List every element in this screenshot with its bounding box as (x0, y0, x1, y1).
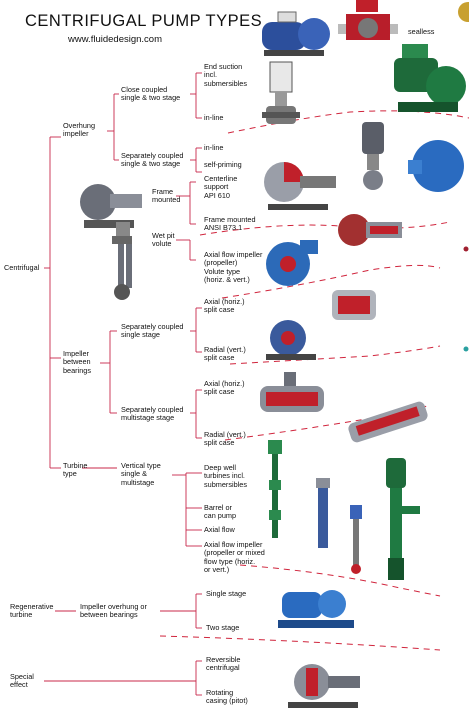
centerline-cutaway-pump-image (264, 162, 336, 210)
label-separately-coupled: Separately coupled single & two stage (121, 151, 184, 169)
label-frame-mounted: Frame mounted (152, 187, 181, 205)
label-turbine-type: Turbine type (63, 461, 88, 479)
blue-self-priming-pump-image (408, 140, 464, 192)
label-radial-split-1: Radial (vert.) split case (204, 345, 246, 363)
pitot-rotating-casing-pump-image (288, 664, 360, 708)
label-end-suction: End suction incl. submersibles (204, 62, 247, 88)
wet-pit-volute-pump-image (112, 222, 132, 300)
barrel-can-pump-image (316, 478, 330, 548)
green-sealless-pump-image (394, 44, 466, 112)
page-title: CENTRIFUGAL PUMP TYPES (25, 12, 263, 30)
label-special-effect: Special effect (10, 672, 34, 690)
ansi-cutaway-pump-image (338, 214, 402, 246)
label-close-coupled: Close coupled single & two stage (121, 85, 181, 103)
label-inline-separate: in-line (204, 143, 224, 152)
multistage-radial-split-pump-image (348, 401, 428, 443)
label-regenerative: Regenerative turbine (10, 602, 54, 620)
label-inline-close: in-line (204, 113, 224, 122)
multistage-axial-split-pump-image (260, 372, 324, 412)
label-single-stage: Single stage (206, 589, 247, 598)
deep-well-turbine-image (268, 440, 282, 538)
label-self-priming: self-priming (204, 160, 242, 169)
label-impeller-between-bearings: Impeller between bearings (63, 349, 91, 375)
mixed-flow-vertical-pump-image (386, 458, 420, 580)
label-axial-flow: Axial flow (204, 525, 235, 534)
gray-vertical-inline-pump-image (362, 122, 384, 190)
label-wet-pit: Wet pit volute (152, 231, 175, 249)
label-overhung-impeller: Overhung impeller (63, 121, 96, 139)
label-sealless: sealless (408, 27, 435, 36)
label-centerline-api610: Centerline support API 610 (204, 174, 238, 200)
label-centrifugal: Centrifugal (4, 263, 40, 272)
label-impeller-overhung-between: Impeller overhung or between bearings (80, 602, 147, 620)
label-sep-single-stage: Separately coupled single stage (121, 322, 184, 340)
red-inline-pump-image (338, 0, 398, 40)
label-barrel: Barrel or can pump (204, 503, 237, 521)
label-axial-split-2: Axial (horiz.) split case (204, 379, 245, 397)
label-sep-multistage: Separately coupled multistage stage (121, 405, 184, 423)
label-frame-ansi: Frame mounted ANSI B73.1 (204, 215, 256, 233)
label-axial-split-1: Axial (horiz.) split case (204, 297, 245, 315)
blue-close-coupled-pump-image (262, 11, 330, 56)
regenerative-turbine-pump-image (278, 590, 354, 628)
label-deep-well: Deep well turbines incl. submersibles (204, 463, 247, 489)
label-reversible: Reversible centrifugal (206, 655, 241, 673)
label-vertical-type: Vertical type single & multistage (121, 461, 161, 487)
label-axial-mixed: Axial flow impeller (propeller or mixed fl… (204, 540, 265, 575)
label-two-stage: Two stage (206, 623, 240, 632)
website-url: www.fluidedesign.com (68, 34, 162, 45)
label-axial-propeller-volute: Axial flow impeller (propeller) Volute typ… (204, 250, 263, 285)
axial-propeller-pump-image (266, 240, 318, 286)
radial-split-case-pump-image (266, 320, 316, 360)
axial-split-case-pump-image (332, 290, 376, 320)
corner-gold-pump-image (458, 2, 469, 22)
label-radial-split-2: Radial (vert.) split case (204, 430, 246, 448)
inline-pump-image (262, 61, 300, 124)
axial-flow-pump-image (350, 505, 362, 574)
label-rotating: Rotating casing (pitot) (206, 688, 248, 706)
frame-mounted-pump-image (80, 184, 142, 228)
